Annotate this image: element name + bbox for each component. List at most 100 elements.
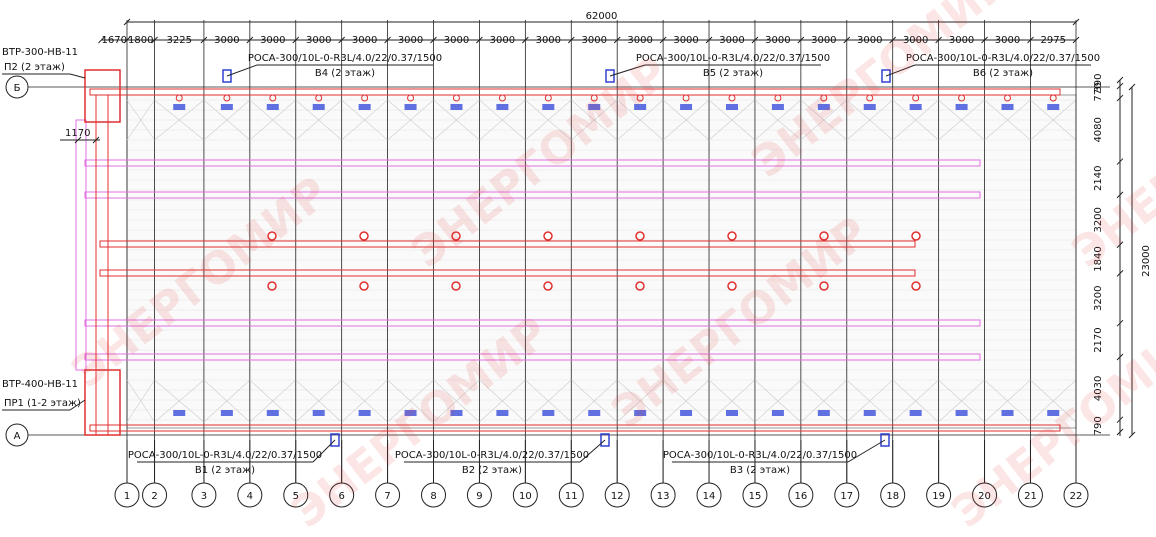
bottom-unit [634, 410, 647, 416]
column-bubble [466, 482, 492, 508]
exhaust-duct [99, 240, 916, 248]
dim-right: 4030 [1093, 376, 1104, 401]
grille [590, 94, 598, 102]
dim-tick [1116, 158, 1124, 165]
dim-tick [659, 36, 667, 44]
column-label: 22 [1070, 491, 1083, 502]
brace [662, 379, 710, 423]
dim-right: 3200 [1093, 207, 1104, 232]
dim-total-width: 62000 [586, 11, 618, 22]
brace [433, 99, 480, 141]
unit-marker [330, 433, 340, 447]
dim-tick [797, 36, 805, 44]
bottom-unit [817, 410, 830, 416]
column-bubble [329, 482, 355, 508]
column-bubble [237, 482, 263, 508]
top-unit [404, 104, 417, 110]
leader [579, 439, 606, 463]
leader [885, 64, 916, 77]
column-label: 10 [519, 491, 532, 502]
brace [154, 379, 205, 423]
brace [249, 379, 296, 423]
grille [544, 94, 552, 102]
column-bubble [972, 482, 998, 508]
column-bubble [558, 482, 584, 508]
brace [892, 99, 939, 141]
brace [341, 379, 388, 423]
column-label: 21 [1024, 491, 1037, 502]
top-unit [220, 104, 233, 110]
dim-tick [292, 36, 300, 44]
column-bubble [421, 482, 447, 508]
column-label: 7 [384, 491, 390, 502]
dim-span: 3000 [398, 35, 423, 46]
bottom-unit [863, 410, 876, 416]
brace [433, 379, 480, 423]
brace [249, 99, 296, 141]
dim-tick [430, 36, 437, 44]
dim-left-offset: 1170 [65, 128, 90, 139]
unit-marker [605, 69, 615, 83]
dim-right: 4080 [1093, 117, 1104, 142]
grille [820, 94, 828, 102]
diffuser [635, 231, 645, 241]
column-bubble [1017, 482, 1043, 508]
brace [938, 379, 985, 423]
dim-span: 1800 [128, 35, 153, 46]
dim-span: 3000 [306, 35, 331, 46]
column-label: 5 [293, 491, 299, 502]
column-label: 18 [886, 491, 899, 502]
dim-tick [98, 36, 105, 44]
dim-tick [74, 136, 82, 144]
dim-tick [338, 36, 346, 44]
brace [126, 99, 155, 141]
dim-tick [1027, 36, 1034, 44]
unit-tag: В2 (2 этаж) [462, 465, 522, 476]
grille [269, 94, 277, 102]
column-label: 13 [657, 491, 670, 502]
top-unit [1047, 104, 1060, 110]
bottom-unit [173, 410, 186, 416]
dim-span: 3000 [811, 35, 836, 46]
dim-tick [1116, 241, 1124, 249]
dim-span: 3000 [582, 35, 607, 46]
column-bubble [926, 482, 952, 508]
equipment-tag: ПР1 (1-2 этаж) [4, 398, 81, 409]
brace [708, 99, 756, 141]
dim-span: 3000 [949, 35, 974, 46]
grille [1049, 94, 1057, 102]
diffuser [911, 231, 921, 241]
unit-model: РОСА-300/10L-0-R3L/4.0/22/0.37/1500 [248, 53, 442, 64]
top-unit [358, 104, 371, 110]
dim-tick [1116, 82, 1124, 90]
dim-span: 3000 [352, 35, 377, 46]
brace [387, 99, 434, 141]
unit-tag: В6 (2 этаж) [973, 68, 1033, 79]
top-unit [680, 104, 693, 110]
column-bubble [696, 482, 722, 508]
column-bubble [191, 482, 217, 508]
brace [892, 379, 939, 423]
diffuser [727, 231, 737, 241]
top-unit [588, 104, 601, 110]
brace [203, 379, 251, 423]
brace [479, 99, 526, 141]
column-bubble [834, 482, 860, 508]
top-unit [725, 104, 738, 110]
dim-span: 3000 [995, 35, 1020, 46]
brace [341, 99, 388, 141]
top-unit [450, 104, 463, 110]
ahu-box [84, 369, 121, 436]
dim-right: 770 [1093, 83, 1104, 102]
bottom-duct [89, 424, 1061, 432]
brace [846, 379, 893, 423]
riser [75, 119, 87, 371]
dim-tick [521, 36, 529, 44]
unit-model: РОСА-300/10L-0-R3L/4.0/22/0.37/1500 [128, 450, 322, 461]
dim-tick [935, 36, 942, 44]
dim-tick [384, 36, 391, 44]
dim-tick [1128, 431, 1136, 439]
leader [69, 73, 86, 79]
diffuser [451, 281, 461, 291]
